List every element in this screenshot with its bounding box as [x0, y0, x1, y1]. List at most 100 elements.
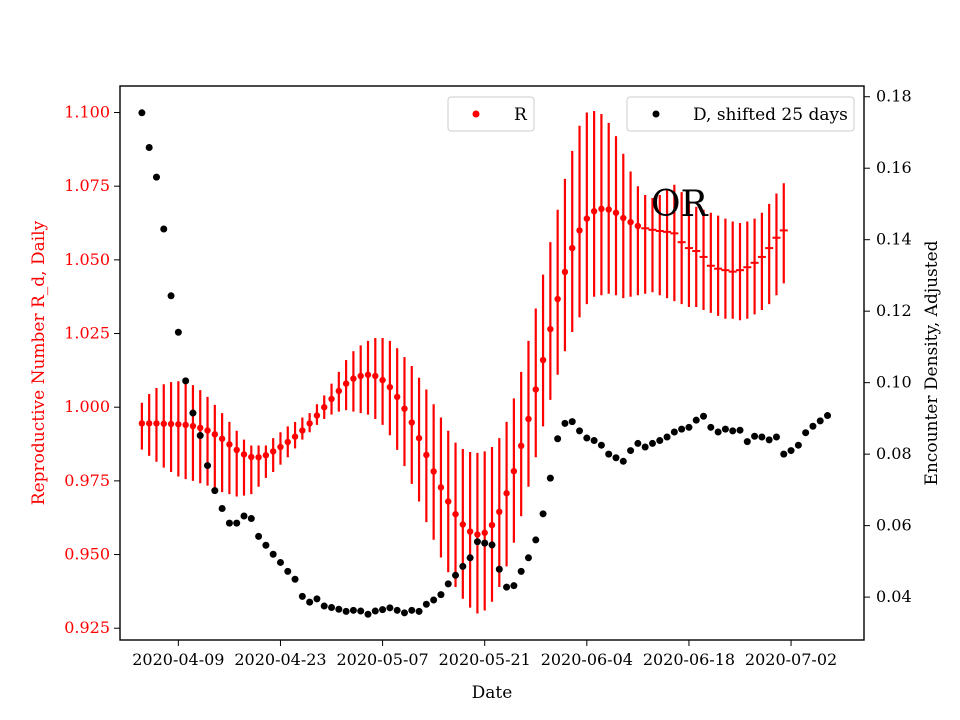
r-point [175, 421, 182, 428]
r-error-bars [140, 111, 785, 614]
r-point [364, 371, 372, 378]
d-point [561, 419, 569, 427]
d-point [473, 538, 481, 546]
d-point [510, 582, 518, 590]
d-point [729, 427, 737, 435]
r-point [350, 375, 357, 382]
legend-r: R [447, 96, 535, 132]
x-tick-label: 2020-04-09 [132, 650, 224, 669]
r-point [321, 404, 328, 411]
d-point [707, 423, 715, 431]
x-tick-label: 2020-06-18 [643, 650, 735, 669]
d-point [663, 433, 671, 441]
d-point [364, 610, 372, 618]
r-point [393, 393, 401, 401]
r-point [583, 215, 591, 222]
d-point [298, 592, 306, 600]
d-point [824, 412, 832, 420]
x-tick-label: 2020-04-23 [234, 650, 326, 669]
r-point [197, 424, 204, 432]
d-point [685, 423, 693, 431]
left-y-tick-label: 1.050 [64, 250, 110, 269]
d-point [765, 436, 773, 444]
right-y-tick-label: 0.08 [876, 444, 912, 463]
r-point [328, 395, 335, 403]
r-point [517, 442, 525, 450]
d-point [444, 580, 452, 588]
d-point [678, 425, 686, 433]
r-point [576, 227, 583, 234]
d-point [816, 417, 824, 425]
r-point [401, 405, 408, 412]
legend-d-label: D, shifted 25 days [693, 105, 848, 125]
r-point [532, 386, 539, 393]
r-point [233, 446, 240, 454]
d-point [488, 541, 496, 549]
d-point [459, 562, 467, 570]
d-point [189, 409, 197, 417]
d-point [160, 225, 168, 233]
r-point [423, 451, 430, 459]
r-point [547, 325, 554, 333]
r-point [488, 521, 496, 529]
r-point [561, 268, 569, 276]
plot-frame [119, 85, 865, 641]
r-point [167, 420, 175, 428]
r-point [372, 372, 379, 380]
r-point [138, 420, 146, 427]
d-point [349, 606, 357, 614]
r-point [299, 427, 306, 434]
d-point [809, 422, 817, 430]
d-point [634, 439, 642, 447]
r-point [612, 209, 620, 216]
r-point [313, 412, 321, 419]
d-points [138, 109, 832, 618]
d-point [612, 454, 620, 462]
x-axis: 2020-04-09 2020-04-23 2020-05-07 2020-05-21… [132, 640, 837, 669]
r-point [379, 376, 386, 384]
d-point [233, 519, 241, 527]
d-point [182, 377, 190, 385]
d-point [152, 173, 160, 181]
x-tick-label: 2020-06-04 [541, 650, 633, 669]
r-point [430, 468, 437, 475]
d-point [371, 607, 379, 615]
d-point [590, 437, 598, 445]
right-y-tick-label: 0.06 [876, 516, 912, 535]
r-point [248, 453, 255, 461]
d-point [400, 609, 408, 617]
d-point [393, 606, 401, 614]
d-point [269, 550, 277, 558]
d-point [802, 429, 810, 437]
d-point [218, 504, 226, 512]
d-point [284, 567, 292, 575]
r-point [466, 528, 474, 535]
d-point [503, 583, 511, 591]
x-tick-label: 2020-05-21 [439, 650, 531, 669]
r-point [510, 467, 518, 475]
r-point [474, 531, 481, 538]
d-point [539, 510, 547, 518]
left-y-tick-label: 1.000 [64, 397, 110, 416]
d-point [415, 607, 423, 615]
d-point [605, 450, 613, 458]
d-point [335, 605, 343, 613]
legend-d-marker [652, 110, 660, 118]
d-point [495, 565, 503, 573]
d-point [517, 567, 525, 575]
r-point [598, 205, 605, 213]
d-point [758, 433, 766, 441]
r-points [138, 205, 788, 538]
d-point [306, 598, 314, 606]
right-y-tick-label: 0.16 [876, 158, 912, 177]
r-point [262, 452, 270, 459]
r-point [634, 222, 642, 230]
d-point [262, 541, 270, 549]
d-point [627, 447, 635, 455]
d-point [736, 426, 744, 434]
d-point [481, 539, 489, 547]
d-point [466, 554, 474, 562]
d-point [276, 558, 284, 566]
right-y-tick-label: 0.14 [876, 230, 912, 249]
